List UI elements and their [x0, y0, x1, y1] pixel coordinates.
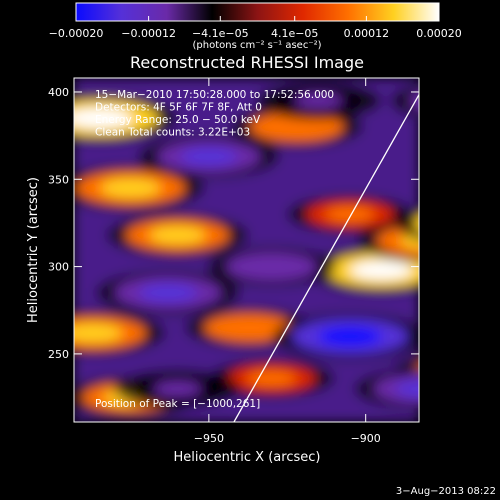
y-tick-label: 400 — [48, 86, 69, 99]
heatmap-blob — [457, 304, 500, 340]
colorbar-tick-label: −0.00020 — [49, 27, 104, 40]
colorbar-ticks: −0.00020 −0.00012 −4.1e−05 4.1e−05 0.00012 0.… — [49, 16, 462, 40]
heatmap-blob-core — [224, 320, 275, 336]
heatmap-blob — [441, 164, 500, 195]
heatmap-blob — [412, 364, 419, 379]
axis-ticks: −950−900−850250300350400 — [48, 78, 419, 445]
heatmap-blob-core — [350, 260, 413, 280]
heatmap-blob-core — [464, 171, 500, 188]
chart-title: Reconstructed RHESSI Image — [130, 53, 364, 72]
colorbar — [75, 2, 440, 22]
x-tick-label: −950 — [194, 432, 224, 445]
heatmap-contour — [447, 118, 500, 164]
heatmap-blob-core — [440, 213, 500, 232]
colorbar-tick-label: −4.1e−05 — [192, 27, 249, 40]
heatmap-blob-core — [483, 313, 500, 333]
heatmap-contour — [455, 377, 500, 418]
observation-annotations: 15−Mar−2010 17:50:28.000 to 17:52:56.000… — [95, 89, 334, 139]
render-date: 3−Aug−2013 08:22 — [396, 486, 496, 497]
y-tick-label: 300 — [48, 261, 69, 274]
heatmap-contour — [422, 158, 500, 200]
colorbar-tick-label: 0.00020 — [416, 27, 462, 40]
annotation-line: Clean Total counts: 3.22E+03 — [95, 127, 250, 139]
heatmap-blob-core — [318, 326, 382, 347]
heatmap-contour — [438, 298, 500, 346]
heatmap-blob — [493, 253, 500, 281]
heatmap-blob-core — [491, 131, 500, 150]
heatmap-blob-core — [247, 371, 296, 386]
heatmap-blob-core — [74, 324, 123, 342]
annotation-line: Detectors: 4F 5F 6F 7F 8F, Att 0 — [95, 102, 262, 114]
x-tick-label: −900 — [351, 432, 381, 445]
heatmap-blob-core — [395, 380, 419, 397]
heatmap-blob — [414, 215, 419, 230]
heatmap-blob-core — [74, 108, 132, 129]
annotation-line: Energy Range: 25.0 − 50.0 keV — [95, 114, 261, 126]
heatmap-blob-core — [149, 226, 206, 244]
colorbar-tick-label: 4.1e−05 — [271, 27, 318, 40]
heatmap-contour — [395, 205, 419, 240]
heatmap-blob — [373, 373, 419, 404]
heatmap-blob — [466, 124, 500, 159]
heatmap-blob-core — [434, 364, 486, 380]
heatmap-blob — [409, 91, 419, 110]
heatmap-blob-core — [270, 119, 323, 135]
heatmap-blob-core — [325, 206, 375, 222]
y-axis-title: Heliocentric Y (arcsec) — [26, 177, 41, 323]
heatmap-blob-core — [294, 93, 343, 109]
heatmap-image — [74, 78, 500, 422]
heatmap-blob-core — [432, 92, 487, 109]
y-tick-label: 350 — [48, 173, 69, 186]
colorbar-unit-label: (photons cm⁻² s⁻¹ asec⁻²) — [192, 40, 321, 51]
heatmap-blob — [474, 383, 500, 413]
heatmap-blob-core — [496, 389, 500, 405]
heatmap-blob — [376, 224, 419, 256]
heatmap-contour — [488, 185, 500, 225]
colorbar-tick-label: 0.00012 — [344, 27, 390, 40]
heatmap-blob-core — [100, 178, 161, 198]
colorbar-tick-label: −0.00012 — [121, 27, 176, 40]
y-tick-label: 250 — [48, 348, 69, 361]
heatmap-blob-core — [246, 258, 297, 275]
peak-position-label: Position of Peak = [−1000,261] — [95, 398, 260, 410]
x-axis-title: Heliocentric X (arcsec) — [174, 450, 321, 465]
heatmap-blob-core — [138, 283, 198, 302]
heatmap-blob-core — [153, 381, 202, 397]
plot-frame — [73, 77, 420, 423]
solar-limb-line — [233, 93, 419, 422]
heatmap-contour — [474, 247, 500, 286]
annotation-line: 15−Mar−2010 17:50:28.000 to 17:52:56.000 — [95, 89, 334, 101]
heatmap-blob-core — [180, 147, 238, 166]
